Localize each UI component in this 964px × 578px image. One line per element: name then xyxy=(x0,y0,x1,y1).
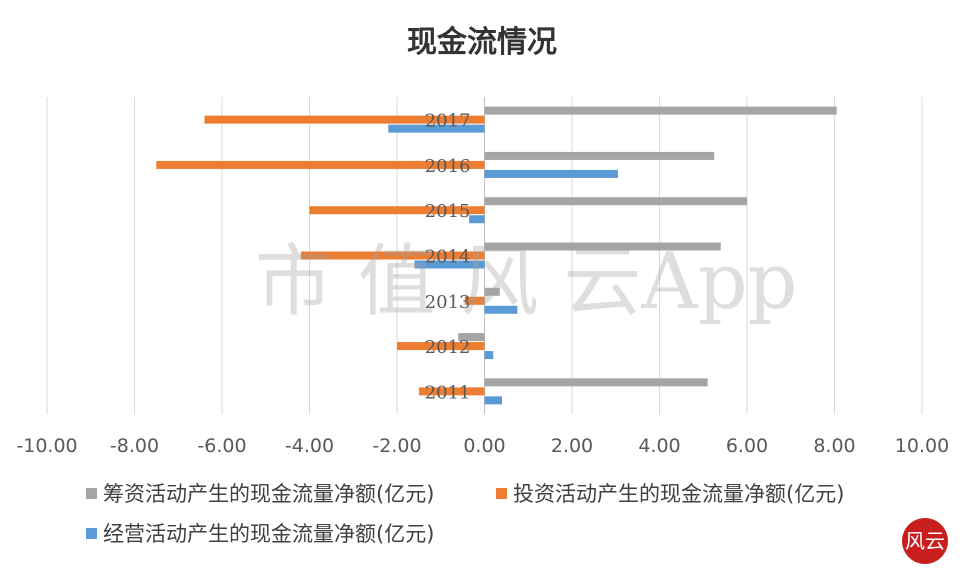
x-tick-label: -10.00 xyxy=(16,435,77,457)
bar xyxy=(469,215,485,224)
bar xyxy=(458,333,485,342)
legend-swatch xyxy=(86,528,97,539)
x-tick-label: -4.00 xyxy=(285,435,334,457)
x-tick-label: 4.00 xyxy=(638,435,680,457)
legend-swatch xyxy=(496,488,507,499)
seal-text: 风云 xyxy=(905,529,945,553)
bar xyxy=(484,287,500,296)
bar xyxy=(418,387,485,396)
legend-label: 投资活动产生的现金流量净额(亿元) xyxy=(513,482,844,506)
bars xyxy=(156,106,837,405)
bar xyxy=(300,251,485,260)
x-tick-label: 10.00 xyxy=(895,435,949,457)
x-tick-label: 6.00 xyxy=(726,435,768,457)
x-tick-label: 8.00 xyxy=(813,435,855,457)
category-label: 2016 xyxy=(425,156,471,177)
legend-label: 经营活动产生的现金流量净额(亿元) xyxy=(103,522,434,546)
category-labels: 2017 2016 2015 2014 2013 2012 2011 xyxy=(425,111,471,404)
category-label: 2017 xyxy=(425,111,471,132)
bar xyxy=(204,115,485,124)
bar xyxy=(309,206,485,215)
x-tick-label: -2.00 xyxy=(372,435,421,457)
legend: 筹资活动产生的现金流量净额(亿元) 投资活动产生的现金流量净额(亿元) 经营活动产生… xyxy=(86,482,844,546)
legend-swatch xyxy=(86,488,97,499)
watermark-text: 市 值 风 云App xyxy=(255,237,798,327)
bar xyxy=(464,296,485,305)
seal-circle xyxy=(902,518,948,564)
bar xyxy=(484,106,837,115)
bar xyxy=(484,378,708,387)
category-label: 2012 xyxy=(425,337,471,358)
category-label: 2015 xyxy=(425,201,471,222)
bar xyxy=(484,305,518,314)
bar xyxy=(414,260,485,269)
bar xyxy=(484,242,721,251)
x-tick-label: 2.00 xyxy=(551,435,593,457)
category-label: 2014 xyxy=(425,247,471,268)
category-label: 2011 xyxy=(425,382,471,403)
x-tick-label: -6.00 xyxy=(197,435,246,457)
bar xyxy=(484,169,618,178)
category-label: 2013 xyxy=(425,292,471,313)
legend-label: 筹资活动产生的现金流量净额(亿元) xyxy=(103,482,434,506)
chart-title: 现金流情况 xyxy=(407,25,557,60)
seal-logo: 风云 xyxy=(902,518,948,564)
x-tick-labels: -10.00 -8.00 -6.00 -4.00 -2.00 0.00 2.00 4.00 6.… xyxy=(16,435,949,457)
bar xyxy=(484,396,502,405)
bar xyxy=(484,197,747,206)
x-tick-label: 0.00 xyxy=(463,435,505,457)
x-tick-label: -8.00 xyxy=(110,435,159,457)
bar xyxy=(484,351,494,360)
bar xyxy=(156,160,485,169)
bar xyxy=(484,151,715,160)
bar xyxy=(388,124,485,133)
bar xyxy=(397,342,485,351)
